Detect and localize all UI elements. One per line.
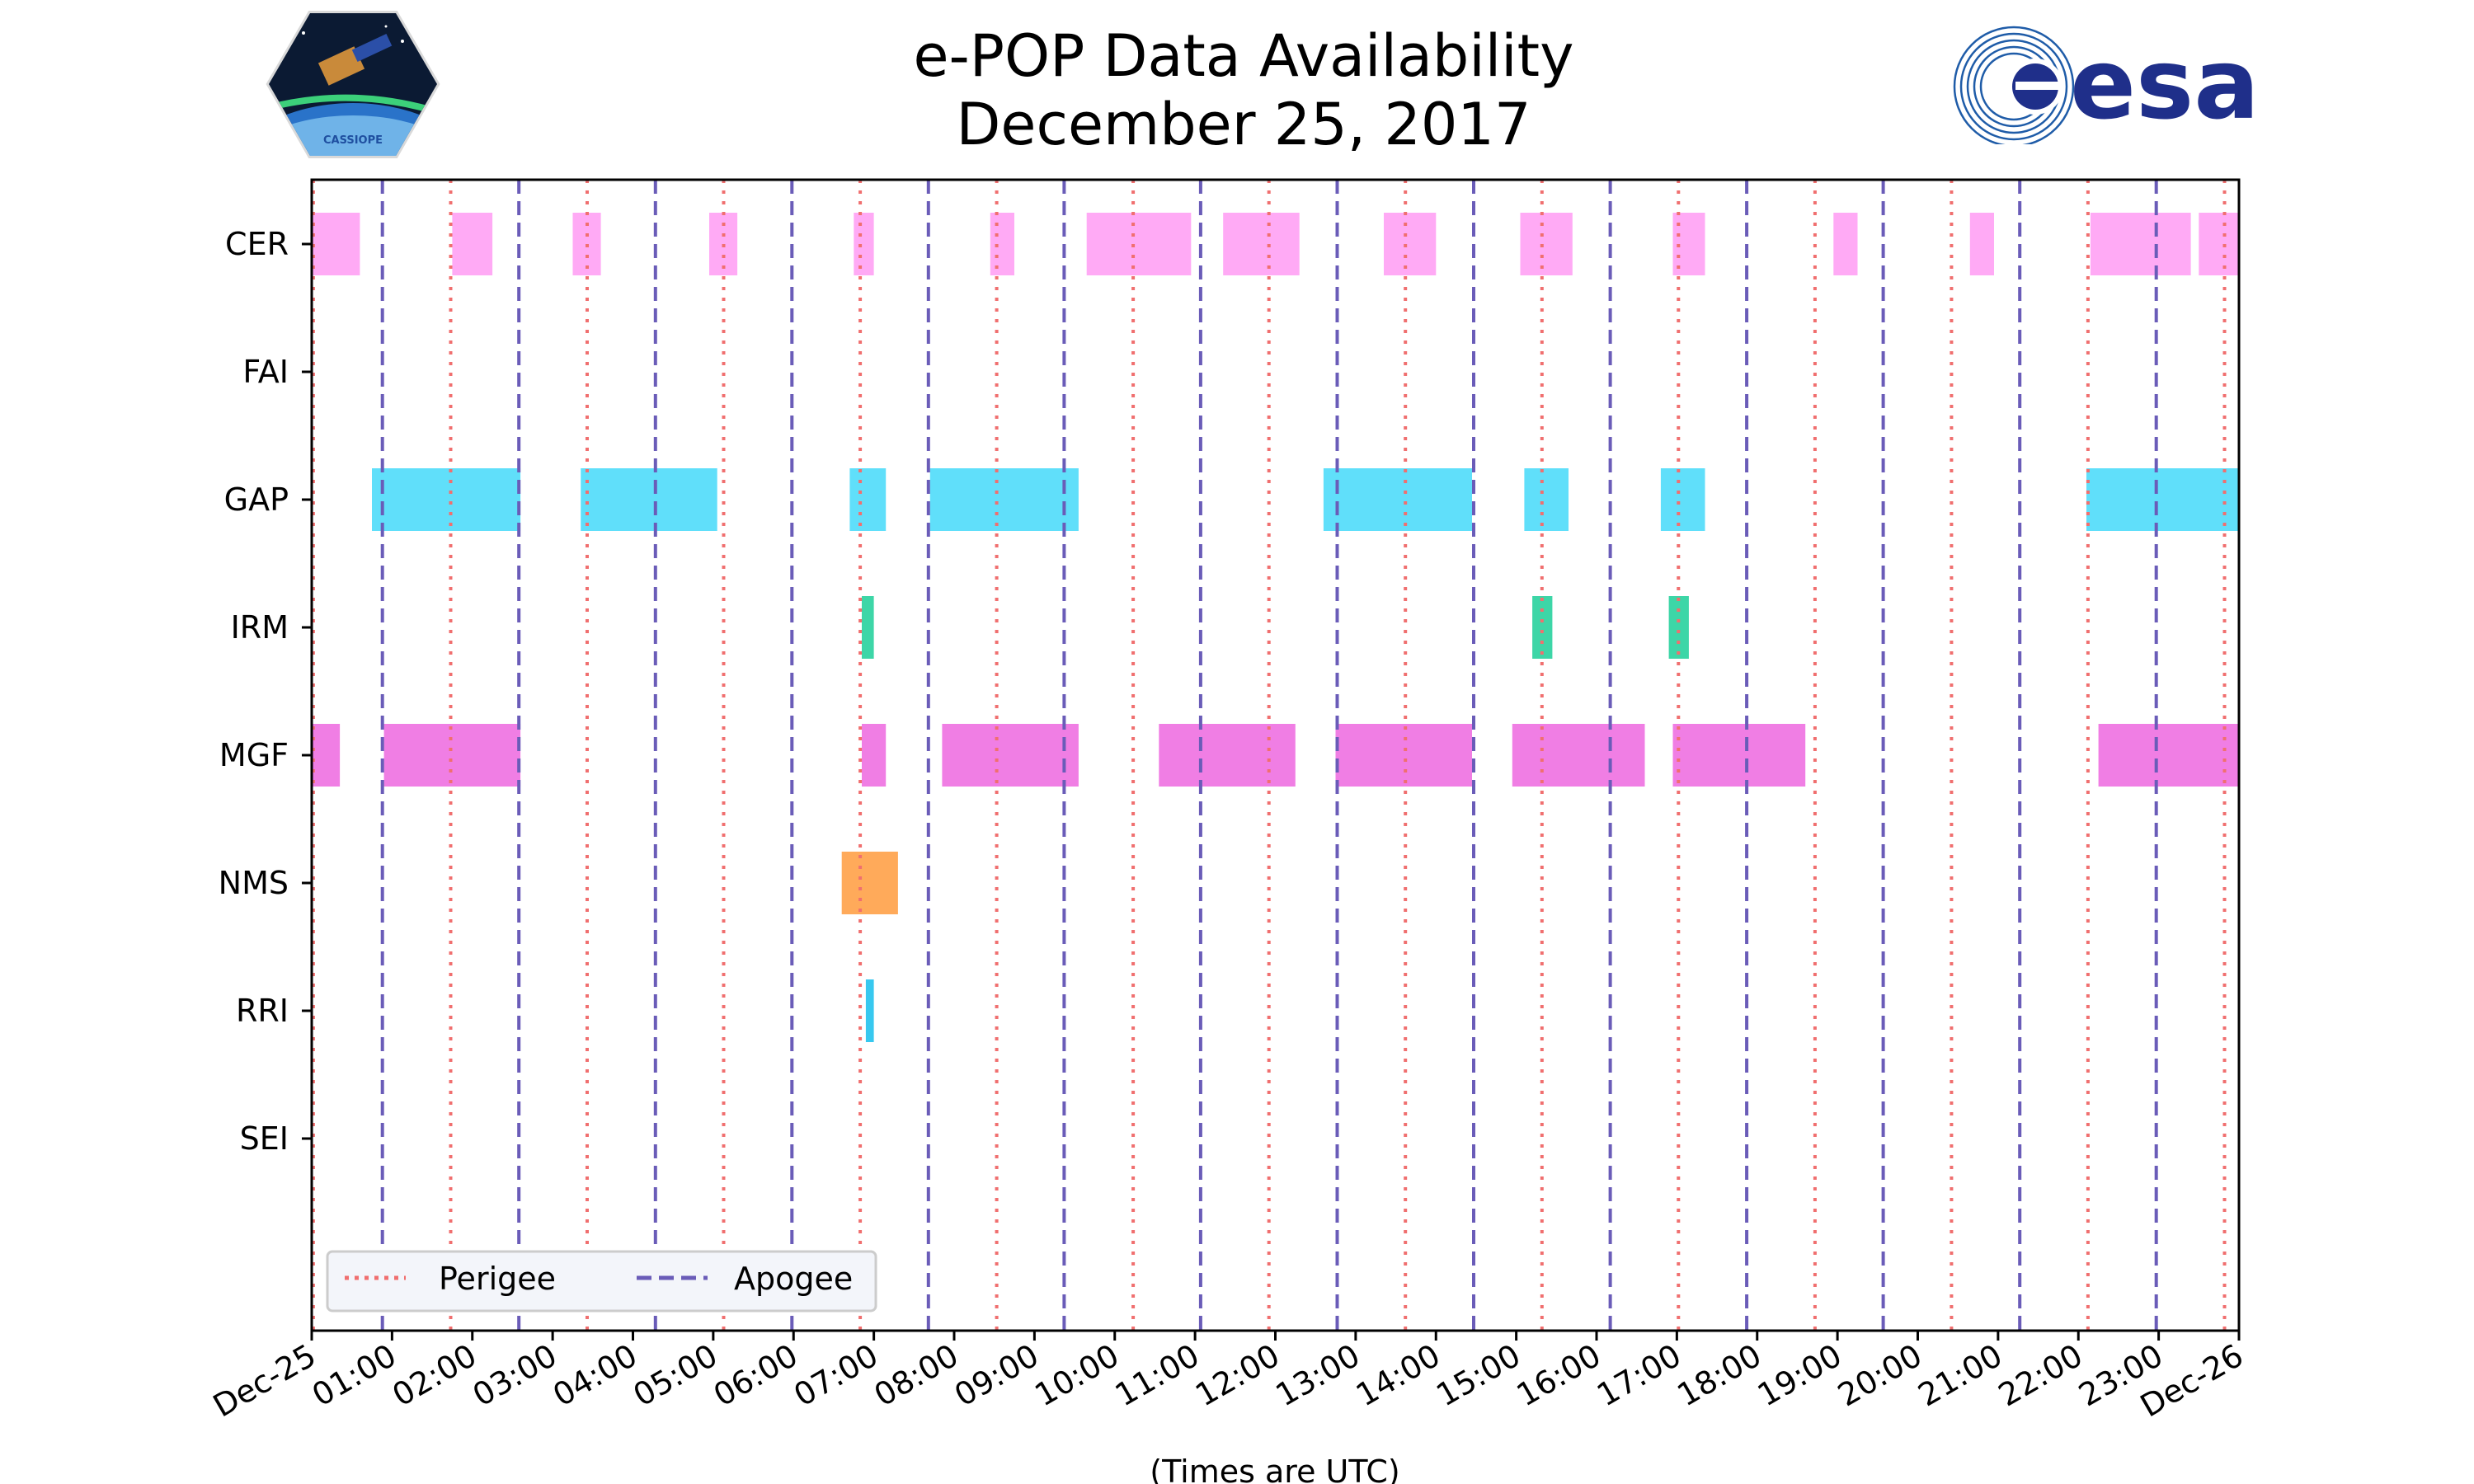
x-tick-label-15: 15:00 (1430, 1337, 1526, 1414)
y-tick-label-sei: SEI (240, 1120, 289, 1157)
x-tick-label-2: 02:00 (386, 1337, 482, 1414)
x-tick-label-16: 16:00 (1511, 1337, 1607, 1414)
bar-mgf-0 (312, 724, 341, 787)
cassiope-logo: CASSIOPE (266, 11, 440, 158)
x-tick-label-10: 10:00 (1028, 1337, 1125, 1414)
bars-layer (312, 213, 2239, 1042)
x-tick-label-12: 12:00 (1189, 1337, 1286, 1414)
bar-cer-6 (1086, 213, 1192, 275)
y-tick-label-fai: FAI (242, 354, 289, 390)
legend-perigee-label: Perigee (439, 1261, 556, 1297)
bar-rri-0 (865, 979, 874, 1042)
x-tick-label-9: 09:00 (948, 1337, 1045, 1414)
bar-gap-0 (372, 468, 521, 531)
y-tick-label-mgf: MGF (219, 737, 289, 773)
bar-gap-4 (1323, 468, 1472, 531)
x-tick-label-6: 06:00 (708, 1337, 804, 1414)
y-tick-label-nms: NMS (219, 865, 289, 901)
bar-cer-14 (2199, 213, 2239, 275)
bar-mgf-6 (1512, 724, 1645, 787)
bar-mgf-1 (383, 724, 521, 787)
bar-irm-1 (1532, 596, 1553, 659)
y-axis: CER FAI GAP IRM MGF NMS RRI SEI (219, 226, 312, 1157)
bar-nms-0 (841, 852, 898, 914)
x-tick-label-0: Dec-25 (207, 1337, 322, 1425)
x-tick-label-4: 04:00 (547, 1337, 643, 1414)
x-tick-label-17: 17:00 (1591, 1337, 1687, 1414)
bar-mgf-4 (1159, 724, 1296, 787)
x-tick-label-1: 01:00 (306, 1337, 402, 1414)
x-tick-label-8: 08:00 (868, 1337, 965, 1414)
x-tick-label-21: 21:00 (1912, 1337, 2009, 1414)
x-tick-label-11: 11:00 (1109, 1337, 1206, 1414)
y-tick-label-cer: CER (225, 226, 289, 262)
x-tick-label-5: 05:00 (628, 1337, 724, 1414)
x-tick-label-7: 07:00 (788, 1337, 884, 1414)
y-tick-label-rri: RRI (236, 993, 289, 1029)
bar-cer-13 (2090, 213, 2191, 275)
bar-irm-2 (1668, 596, 1689, 659)
bar-cer-12 (1969, 213, 1994, 275)
x-axis-label: (Times are UTC) (1150, 1453, 1399, 1484)
bar-mgf-8 (2098, 724, 2239, 787)
esa-wordmark: esa (2070, 27, 2260, 141)
y-tick-label-gap: GAP (224, 481, 289, 518)
bar-gap-2 (849, 468, 887, 531)
bar-mgf-5 (1335, 724, 1472, 787)
chart-title-line-2: December 25, 2017 (957, 91, 1531, 158)
x-tick-label-20: 20:00 (1832, 1337, 1928, 1414)
bar-gap-1 (581, 468, 717, 531)
bar-cer-11 (1833, 213, 1858, 275)
chart-title-line-1: e-POP Data Availability (913, 22, 1573, 90)
y-tick-label-irm: IRM (231, 609, 289, 646)
bar-cer-5 (990, 213, 1014, 275)
x-tick-label-3: 03:00 (467, 1337, 563, 1414)
legend-box (326, 1250, 877, 1313)
bar-gap-7 (2086, 468, 2239, 531)
x-tick-label-19: 19:00 (1752, 1337, 1848, 1414)
bar-mgf-2 (862, 724, 887, 787)
esa-logo: esa (1953, 26, 2260, 144)
bar-cer-4 (854, 213, 874, 275)
legend-apogee-label: Apogee (734, 1261, 853, 1297)
x-tick-label-18: 18:00 (1671, 1337, 1767, 1414)
bar-mgf-3 (942, 724, 1079, 787)
legend: Perigee Apogee (326, 1250, 877, 1313)
bar-irm-0 (862, 596, 874, 659)
bar-mgf-7 (1672, 724, 1806, 787)
x-axis: Dec-2501:0002:0003:0004:0005:0006:0007:0… (207, 1331, 2250, 1425)
bar-cer-8 (1384, 213, 1437, 275)
bar-gap-6 (1660, 468, 1705, 531)
bar-cer-0 (312, 213, 360, 275)
x-tick-label-22: 22:00 (1992, 1337, 2089, 1414)
cassiope-caption: CASSIOPE (323, 134, 383, 147)
bar-gap-5 (1524, 468, 1569, 531)
bar-gap-3 (929, 468, 1079, 531)
bar-cer-7 (1223, 213, 1300, 275)
x-tick-label-14: 14:00 (1350, 1337, 1446, 1414)
x-tick-label-13: 13:00 (1270, 1337, 1366, 1414)
bar-cer-1 (452, 213, 493, 275)
bar-cer-9 (1520, 213, 1573, 275)
